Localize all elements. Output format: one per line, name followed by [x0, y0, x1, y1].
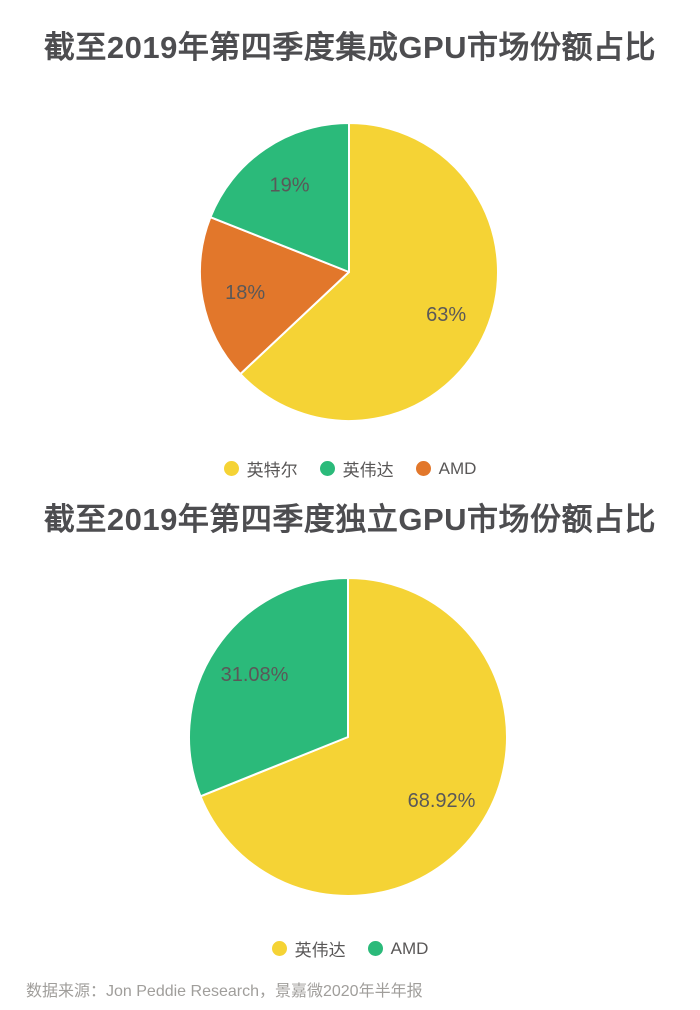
legend-label: 英伟达 [342, 461, 394, 480]
chart2-pie: 68.92% 31.08% [188, 577, 508, 897]
pie-slice-英伟达 [209, 122, 350, 273]
legend-item-英特尔: 英特尔 [223, 456, 298, 481]
pie-slice-label: 63% [426, 304, 466, 326]
chart2-title: 截至2019年第四季度独立GPU市场份额占比 [43, 502, 657, 537]
legend-item-AMD: AMD [367, 938, 429, 959]
legend-item-AMD: AMD [415, 458, 477, 479]
legend-dot-icon [415, 461, 431, 476]
pie-slice-label: 19% [269, 175, 309, 197]
legend-dot-icon [223, 461, 239, 476]
legend-label: 英伟达 [294, 941, 346, 960]
pie-slice-label: 31.08% [221, 664, 289, 686]
chart1-pie: 63% 18% 19% [199, 122, 499, 422]
chart1-title: 截至2019年第四季度集成GPU市场份额占比 [43, 30, 657, 65]
pie-slice-英伟达 [199, 577, 508, 897]
legend-item-英伟达: 英伟达 [271, 936, 346, 961]
legend-label: AMD [390, 938, 429, 958]
legend-dot-icon [271, 941, 287, 956]
legend-dot-icon [319, 461, 335, 476]
pie-slice-AMD [188, 577, 349, 798]
pie-slice-label: 68.92% [408, 790, 476, 812]
legend-label: AMD [438, 458, 477, 478]
pie-slice-英特尔 [239, 122, 499, 422]
data-source-note: 数据来源：Jon Peddie Research，景嘉微2020年半年报 [26, 983, 423, 1000]
pie-slice-AMD [199, 216, 350, 375]
chart2-legend: 英伟达 AMD [0, 936, 700, 961]
legend-item-英伟达: 英伟达 [319, 456, 394, 481]
legend-label: 英特尔 [246, 461, 298, 480]
chart1-legend: 英特尔 英伟达 AMD [0, 456, 700, 481]
legend-dot-icon [367, 941, 383, 956]
pie-slice-label: 18% [225, 282, 265, 304]
